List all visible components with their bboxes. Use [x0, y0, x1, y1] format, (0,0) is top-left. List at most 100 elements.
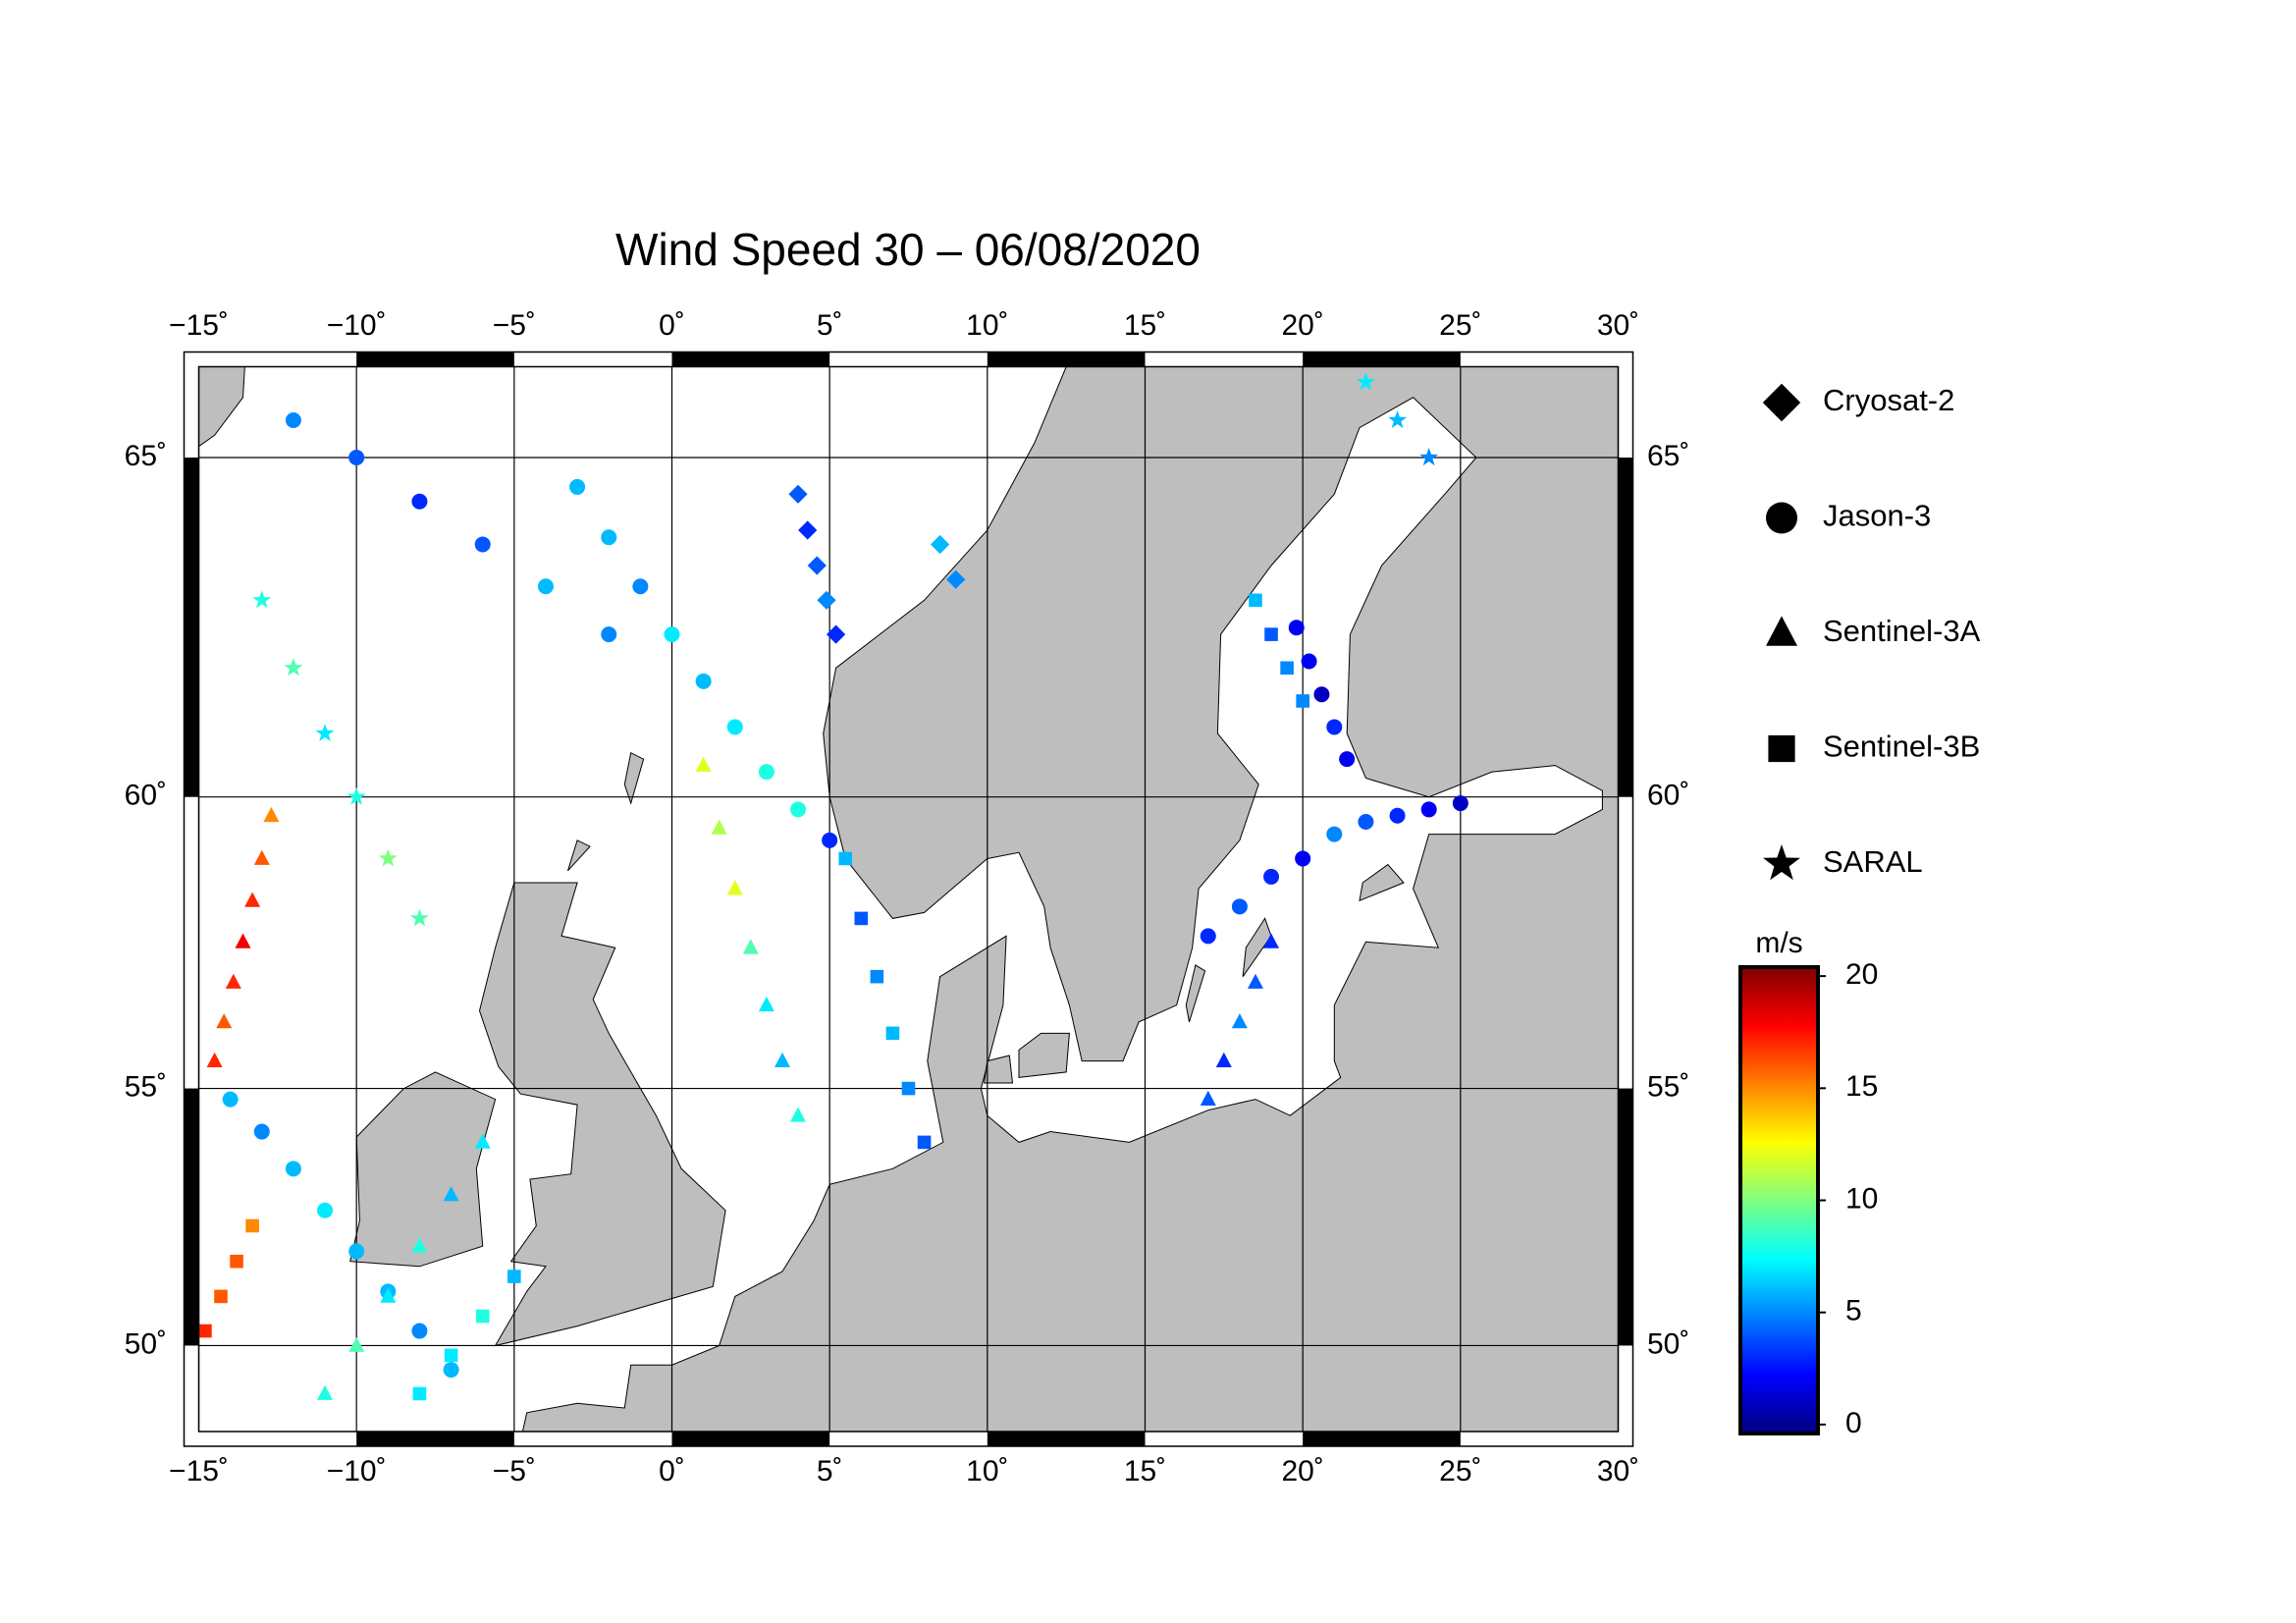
legend-marker — [1766, 616, 1797, 646]
frame-band — [1303, 1432, 1461, 1446]
observation-point — [601, 529, 617, 546]
observation-point — [695, 756, 712, 772]
colorbar-tick-label: 10 — [1845, 1182, 1878, 1215]
y-tick-label: 55˚ — [1647, 1070, 1689, 1103]
observation-point — [1200, 1090, 1216, 1106]
observation-point — [235, 933, 251, 948]
observation-point — [1280, 661, 1294, 676]
legend-label: SARAL — [1823, 844, 1923, 879]
observation-point — [444, 1348, 458, 1363]
frame-band — [671, 1432, 830, 1446]
x-tick-label: −15˚ — [169, 1455, 229, 1488]
observation-point — [1388, 410, 1408, 429]
observation-point — [807, 556, 827, 575]
observation-point — [411, 493, 428, 510]
observation-point — [569, 478, 586, 495]
observation-point — [507, 1270, 521, 1283]
observation-point — [601, 626, 617, 643]
frame-band — [987, 352, 1146, 367]
legend-label: Cryosat-2 — [1823, 383, 1954, 417]
legend-marker — [1768, 734, 1795, 763]
observation-point — [216, 1013, 233, 1029]
observation-point — [798, 520, 818, 540]
observation-point — [1389, 807, 1406, 824]
observation-point — [817, 590, 836, 610]
x-tick-label: 5˚ — [817, 1455, 843, 1488]
x-tick-label: −10˚ — [327, 309, 387, 342]
observation-point — [409, 908, 429, 927]
x-tick-label: 20˚ — [1281, 309, 1323, 342]
observation-point — [788, 484, 808, 504]
x-tick-label: −5˚ — [493, 309, 536, 342]
observation-point — [901, 1081, 916, 1096]
observation-point — [758, 764, 774, 781]
legend-marker — [1762, 383, 1801, 422]
observation-point — [1231, 898, 1248, 915]
observation-point — [885, 1026, 900, 1041]
observation-point — [838, 851, 853, 866]
observation-point — [1215, 1052, 1232, 1067]
observation-point — [695, 673, 712, 689]
observation-point — [317, 1384, 333, 1400]
x-tick-label: 25˚ — [1439, 309, 1481, 342]
observation-point — [742, 939, 759, 954]
observation-point — [253, 1123, 270, 1140]
land-mass — [623, 751, 645, 805]
observation-point — [206, 1052, 223, 1067]
frame-band — [1303, 352, 1461, 367]
x-tick-label: 30˚ — [1597, 1455, 1639, 1488]
observation-point — [917, 1135, 932, 1150]
observation-point — [1419, 448, 1439, 466]
land-mass — [1185, 964, 1206, 1023]
land-mass — [1018, 1032, 1070, 1078]
observation-point — [285, 1161, 301, 1177]
y-tick-label: 50˚ — [125, 1327, 167, 1360]
land-mass — [521, 366, 1619, 1432]
observation-point — [632, 578, 649, 595]
legend-marker — [1766, 502, 1797, 534]
land — [198, 366, 1619, 1432]
legend-label: Sentinel-3B — [1823, 730, 1980, 764]
observation-point — [245, 1218, 259, 1233]
x-tick-label: 30˚ — [1597, 309, 1639, 342]
observation-point — [822, 832, 838, 848]
observation-point — [198, 1324, 212, 1338]
observation-point — [1452, 795, 1468, 812]
legend-label: Jason-3 — [1823, 499, 1931, 533]
x-tick-label: 15˚ — [1124, 1455, 1166, 1488]
observation-point — [225, 973, 241, 989]
land-mass — [984, 1055, 1014, 1084]
land-mass — [349, 1071, 497, 1268]
observation-point — [726, 719, 743, 735]
observation-point — [711, 819, 727, 835]
x-tick-label: −15˚ — [169, 309, 229, 342]
y-tick-label: 55˚ — [125, 1070, 167, 1103]
observation-point — [870, 969, 884, 984]
y-tick-label: 65˚ — [1647, 440, 1689, 472]
observation-point — [378, 848, 398, 867]
observation-point — [230, 1254, 243, 1269]
observation-point — [253, 849, 270, 865]
x-tick-label: −10˚ — [327, 1455, 387, 1488]
y-tick-label: 50˚ — [1647, 1327, 1689, 1360]
frame-band — [671, 352, 830, 367]
frame-band — [987, 1432, 1146, 1446]
observation-point — [1339, 751, 1356, 768]
observation-point — [1200, 928, 1216, 945]
observation-point — [317, 1202, 334, 1218]
observation-point — [1288, 620, 1305, 636]
observation-point — [1249, 593, 1262, 608]
observation-point — [1301, 653, 1317, 670]
observation-point — [1295, 850, 1311, 867]
observation-point — [931, 534, 950, 555]
y-tick-label: 60˚ — [1647, 780, 1689, 812]
observation-point — [315, 724, 335, 742]
observation-point — [285, 411, 301, 428]
observation-point — [946, 569, 966, 589]
colorbar-tick-label: 0 — [1845, 1407, 1862, 1439]
frame-band — [356, 1432, 514, 1446]
observation-point — [854, 911, 869, 926]
colorbar-unit: m/s — [1755, 927, 1802, 959]
frame-band — [356, 352, 514, 367]
